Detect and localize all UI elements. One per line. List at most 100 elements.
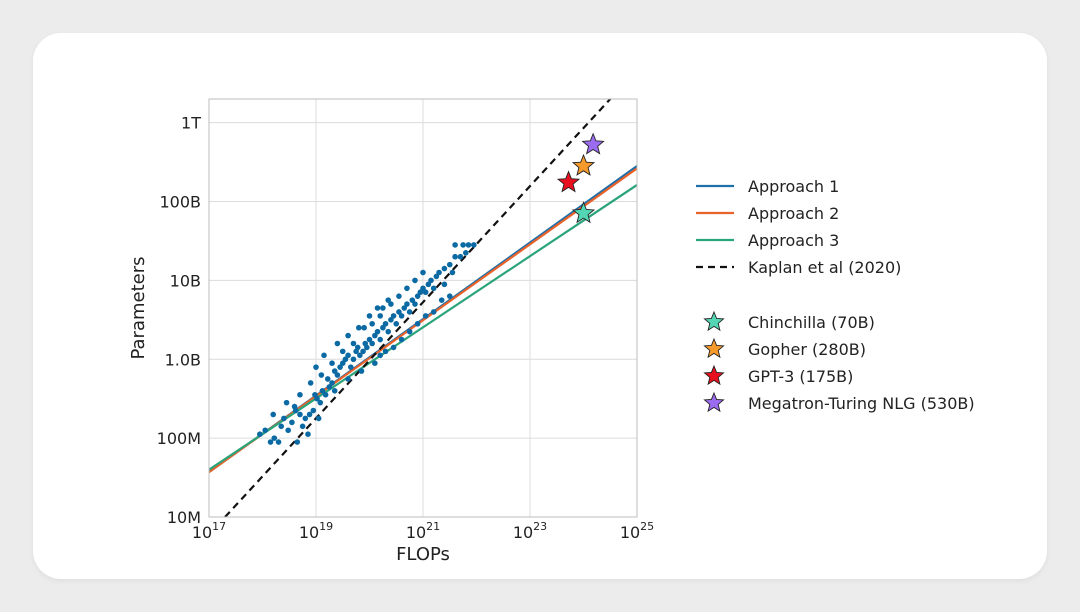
chart-card (33, 33, 1047, 579)
scatter-point (307, 380, 314, 386)
line-approach3 (209, 184, 637, 471)
scatter-point (366, 313, 373, 319)
scatter-point (329, 380, 335, 386)
legend-label: Kaplan et al (2020) (748, 258, 901, 277)
star-gpt3 (556, 170, 581, 193)
legend-label: Chinchilla (70B) (748, 313, 875, 332)
scatter-point (430, 309, 437, 315)
scatter-point (463, 249, 469, 256)
scatter-point (275, 439, 282, 445)
scatter-point (345, 332, 351, 339)
scatter-point (465, 242, 472, 248)
scatter-point (317, 399, 324, 406)
scatter-point (460, 242, 466, 248)
scatter-point (452, 242, 458, 248)
x-tick-exponent: 25 (640, 520, 654, 533)
scatter-point (420, 285, 426, 292)
scatter-point (345, 352, 351, 359)
legend: Approach 1 Approach 2 Approach 3 Kaplan et … (696, 177, 975, 413)
x-axis-ticks: 1017 1019 1021 1023 1025 (192, 520, 654, 542)
scatter-point (360, 348, 366, 355)
plot-frame (208, 98, 638, 518)
scatter-point (285, 427, 291, 434)
scatter-point (331, 368, 338, 374)
scatter-point (446, 293, 453, 299)
x-tick-label: 1019 (299, 520, 333, 542)
scatter-point (334, 372, 341, 378)
scatter-point (297, 391, 303, 398)
x-tick-base: 10 (299, 523, 319, 542)
scatter-point (382, 348, 389, 355)
legend-label: Approach 2 (748, 204, 839, 223)
star-megatron (581, 132, 605, 155)
scatter-point (334, 340, 341, 347)
legend-star-chinchilla (703, 310, 725, 332)
scatter-point (438, 297, 445, 303)
scatter-point (313, 364, 319, 370)
scatter-point (267, 439, 274, 445)
scatter-point (380, 305, 386, 311)
scatter-point (372, 332, 378, 339)
scatter-point (433, 273, 440, 280)
scatter-point (414, 320, 421, 327)
y-tick-label: 10M (167, 508, 201, 527)
scatter-point (281, 415, 287, 422)
scatter-point (409, 297, 416, 303)
scatter-point (372, 360, 378, 367)
scatter-point (385, 328, 392, 335)
scatter-point (441, 281, 448, 288)
y-tick-label: 1T (181, 114, 201, 133)
scatter-point (457, 253, 464, 260)
scatter-point (364, 344, 370, 351)
scatter-point (347, 364, 354, 370)
scatter-point (350, 340, 357, 347)
star-gopher (571, 153, 596, 176)
x-tick-base: 10 (406, 523, 426, 542)
scatter-point (412, 301, 418, 307)
scatter-point (345, 376, 351, 382)
scatter-point (299, 423, 306, 430)
scatter-point (306, 411, 313, 418)
scatter-point (342, 356, 349, 363)
scatter-point (377, 313, 384, 319)
scatter-point (385, 297, 392, 303)
scatter-point (305, 431, 311, 437)
legend-label: Megatron-Turing NLG (530B) (748, 394, 975, 413)
legend-star-gpt3 (703, 364, 725, 386)
scatter-point (356, 324, 362, 331)
x-tick-exponent: 19 (319, 520, 333, 533)
scatter-point (422, 313, 429, 319)
x-tick-label: 1017 (192, 520, 226, 542)
model-stars (556, 132, 605, 224)
scatter-point (289, 419, 295, 426)
scatter-point (398, 313, 405, 319)
x-tick-label: 1023 (513, 520, 547, 542)
scatter-point (322, 391, 329, 398)
scatter-point (388, 317, 394, 323)
x-tick-base: 10 (192, 523, 212, 542)
x-tick-base: 10 (513, 523, 533, 542)
scatter-point (414, 293, 421, 299)
scatter-point (315, 415, 322, 422)
star-chinchilla (571, 201, 596, 224)
scatter-point (319, 388, 326, 394)
scatter-point (310, 407, 317, 414)
grid (208, 99, 638, 518)
scatter-point (446, 261, 453, 268)
x-tick-exponent: 23 (533, 520, 547, 533)
scatter-point (297, 411, 303, 418)
scatter-point (262, 427, 268, 434)
y-tick-label: 10B (170, 271, 201, 290)
scatter-point (449, 269, 456, 276)
scatter-point (377, 352, 384, 359)
scatter-point (404, 301, 410, 307)
scatter-point (358, 368, 365, 374)
legend-label: Approach 1 (748, 177, 839, 196)
line-kaplan (224, 99, 612, 517)
y-tick-label: 100M (157, 429, 201, 448)
scatter-point (369, 340, 375, 347)
legend-star-gopher (703, 337, 725, 359)
x-tick-base: 10 (620, 523, 640, 542)
fit-lines (209, 99, 637, 517)
scatter-point (390, 313, 397, 319)
